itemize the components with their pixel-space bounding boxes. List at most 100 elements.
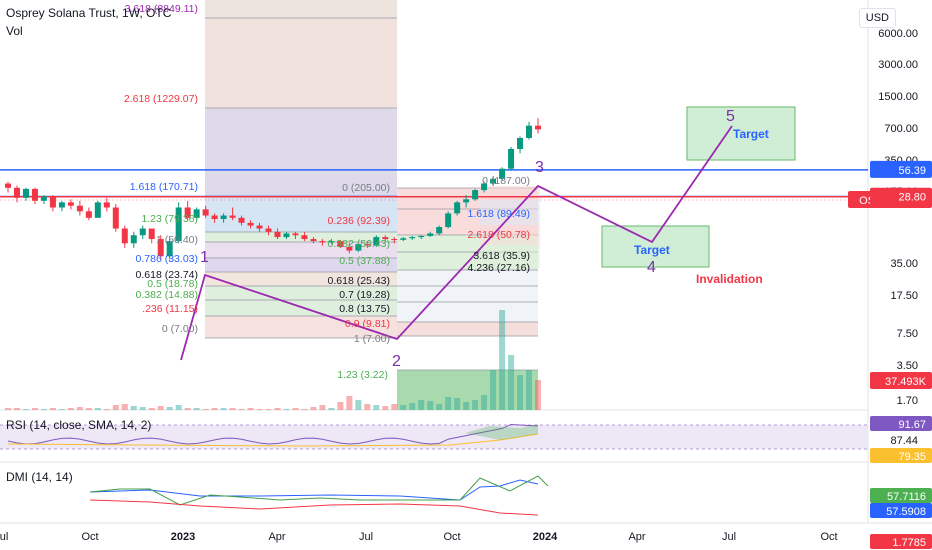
volume-bar bbox=[373, 405, 380, 410]
volume-bar bbox=[499, 310, 506, 410]
volume-legend: Vol bbox=[6, 24, 23, 38]
candle-body bbox=[301, 235, 308, 240]
candle-body bbox=[463, 199, 470, 203]
fib-zone bbox=[205, 18, 397, 108]
fib-zone bbox=[205, 108, 397, 196]
candle-body bbox=[85, 211, 92, 218]
fib-mid-label: 0.8 (13.75) bbox=[339, 303, 390, 315]
fib-right-label: 4.236 (27.16) bbox=[468, 262, 530, 274]
candle-body bbox=[382, 237, 389, 240]
fib-left-label: 1 (50.40) bbox=[156, 234, 198, 246]
target-label-wave5: Target bbox=[733, 127, 769, 141]
volume-bar bbox=[517, 375, 524, 410]
fib-zone bbox=[205, 196, 397, 232]
elliott-wave-path bbox=[180, 125, 733, 361]
rsi-line bbox=[7, 423, 539, 445]
candle-body bbox=[40, 196, 47, 201]
fib-zone bbox=[205, 258, 397, 272]
candle-body bbox=[391, 239, 398, 241]
fib-left-label: 0.382 (14.88) bbox=[136, 289, 198, 301]
candle-body bbox=[355, 244, 362, 251]
volume-bar bbox=[526, 370, 533, 410]
volume-bar bbox=[175, 405, 182, 410]
fib-left-label: 1.618 (170.71) bbox=[130, 181, 198, 193]
fib-zone bbox=[205, 316, 397, 338]
volume-bar bbox=[103, 409, 110, 410]
candle-body bbox=[499, 168, 506, 179]
candle-body bbox=[256, 225, 263, 229]
dmi-badge bbox=[870, 503, 932, 518]
rsi-badge-text: 91.67 bbox=[898, 419, 926, 431]
volume-bar bbox=[139, 407, 146, 410]
volume-bar bbox=[40, 409, 47, 410]
candle-body bbox=[58, 202, 65, 208]
volume-bar bbox=[49, 408, 56, 410]
price-axis-tick: 3.50 bbox=[897, 360, 918, 372]
candle-body bbox=[211, 215, 218, 220]
wave-label-2: 2 bbox=[392, 353, 401, 370]
candle-body bbox=[193, 209, 200, 218]
candle-body bbox=[112, 207, 119, 229]
fib-right-label: 0 (187.00) bbox=[482, 175, 530, 187]
candle-body bbox=[346, 246, 353, 251]
volume-bar bbox=[535, 380, 541, 410]
candle-body bbox=[427, 233, 434, 236]
time-axis-tick: Oct bbox=[820, 531, 837, 543]
candle-body bbox=[373, 237, 380, 246]
fib-zone bbox=[205, 300, 397, 316]
candle-body bbox=[139, 228, 146, 236]
volume-bar bbox=[310, 407, 317, 410]
currency-selector[interactable]: USD bbox=[858, 8, 896, 28]
volume-bar bbox=[211, 408, 218, 410]
fib-left-label: 0.786 (33.03) bbox=[136, 253, 198, 265]
rsi-badge bbox=[870, 416, 932, 431]
volume-bar bbox=[265, 409, 272, 410]
volume-bar bbox=[220, 408, 227, 410]
fib-zone bbox=[205, 286, 397, 300]
volume-bar bbox=[382, 406, 389, 410]
price-axis-tick: 6000.00 bbox=[878, 28, 918, 40]
candle-body bbox=[184, 207, 191, 218]
volume-bar bbox=[436, 404, 443, 410]
volume-bar bbox=[85, 408, 92, 410]
invalidation-label: Invalidation bbox=[696, 272, 763, 286]
volume-bar bbox=[121, 404, 128, 410]
volume-bar bbox=[346, 396, 353, 410]
candle-body bbox=[337, 241, 344, 247]
candle-body bbox=[49, 196, 56, 208]
fib-mid-label: 0.382 (56.43) bbox=[328, 238, 390, 250]
volume-bar bbox=[256, 409, 263, 410]
fib-mid-label: 0.9 (9.81) bbox=[345, 318, 390, 330]
fib-left-label: 2.618 (1229.07) bbox=[124, 93, 198, 105]
wave-channel bbox=[204, 274, 398, 340]
candle-body bbox=[5, 183, 11, 188]
price-axis-tick: 35.00 bbox=[890, 258, 918, 270]
volume-bar bbox=[166, 407, 173, 410]
price-axis-tick: 1500.00 bbox=[878, 91, 918, 103]
time-axis-tick: Apr bbox=[268, 531, 285, 543]
volume-bar bbox=[319, 405, 326, 410]
candle-body bbox=[238, 217, 245, 223]
price-axis-tick: 1.70 bbox=[897, 395, 918, 407]
time-axis-tick: Jul bbox=[722, 531, 736, 543]
time-axis-tick: Oct bbox=[81, 531, 98, 543]
wave-label-1: 1 bbox=[200, 249, 209, 266]
fib-zone bbox=[397, 302, 538, 322]
rsi-axis-tick: 87.44 bbox=[890, 435, 918, 447]
volume-bar bbox=[508, 355, 515, 410]
volume-bar bbox=[157, 406, 164, 410]
candle-body bbox=[166, 241, 173, 257]
fib-left-label: 1.23 (79.36) bbox=[141, 213, 198, 225]
fib-right-label: 3.618 (35.9) bbox=[473, 250, 530, 262]
rsi-legend: RSI (14, close, SMA, 14, 2) bbox=[6, 418, 152, 432]
volume-bar bbox=[445, 397, 452, 410]
fib-left-label: 0.5 (18.78) bbox=[147, 278, 198, 290]
candle-body bbox=[67, 202, 74, 206]
dmi-badge bbox=[870, 488, 932, 503]
dmi-badge-text: 57.5908 bbox=[886, 506, 926, 518]
candle-body bbox=[274, 231, 281, 238]
fib-mid-label: 1.23 (3.22) bbox=[337, 369, 388, 381]
candle-body bbox=[292, 233, 299, 236]
volume-bar bbox=[22, 409, 29, 410]
